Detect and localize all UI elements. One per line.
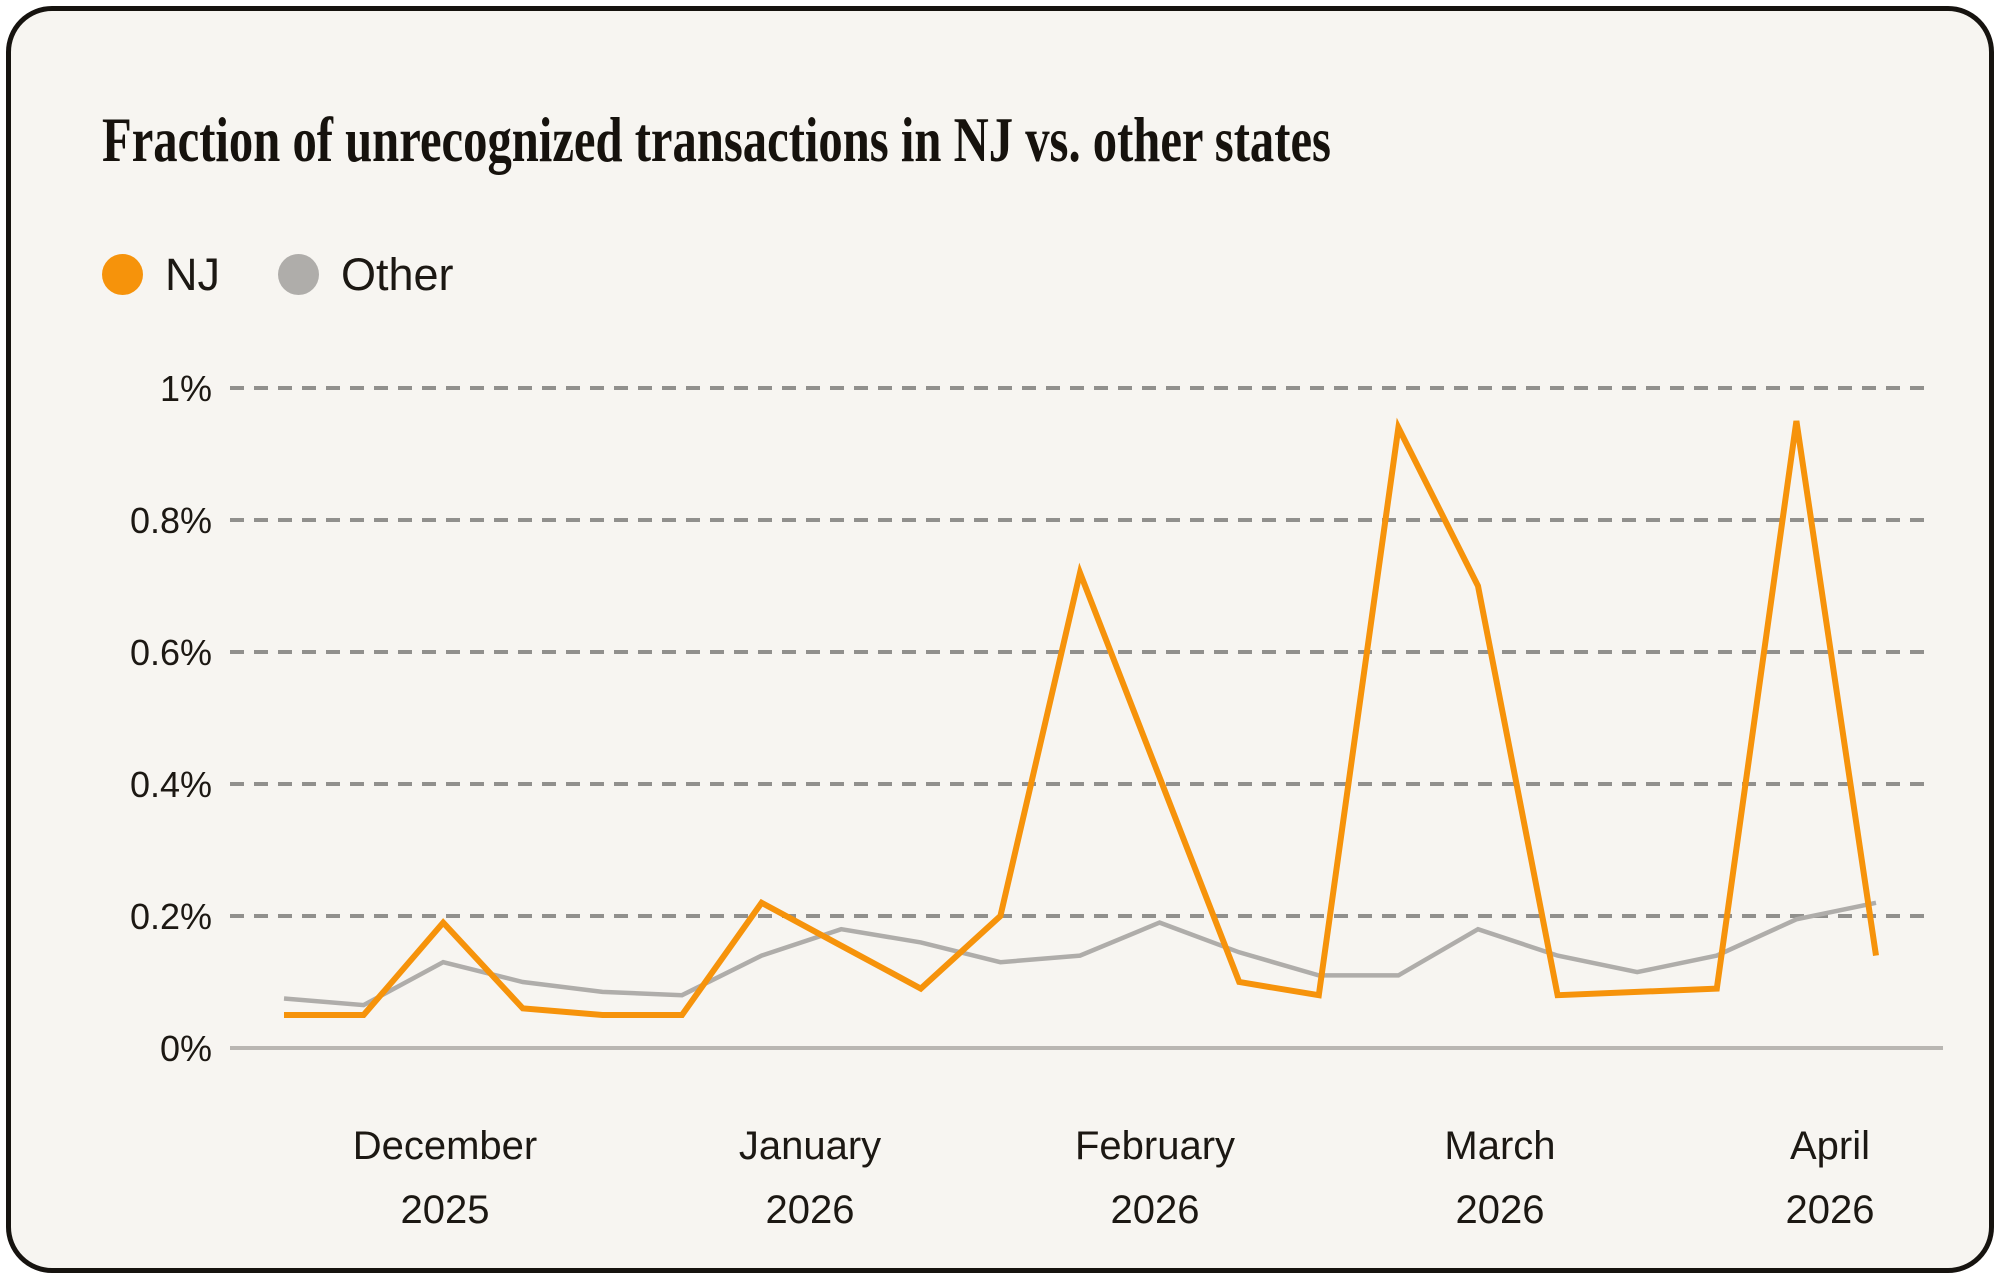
legend: NJ Other — [102, 252, 454, 297]
x-tick-year-December: 2025 — [401, 1188, 490, 1232]
legend-item-nj: NJ — [102, 252, 220, 297]
x-tick-month-December: December — [353, 1124, 538, 1168]
y-tick-label-0.6%: 0.6% — [130, 632, 212, 673]
x-tick-month-March: March — [1444, 1124, 1555, 1168]
x-tick-year-March: 2026 — [1456, 1188, 1545, 1232]
y-tick-label-0.4%: 0.4% — [130, 764, 212, 805]
y-tick-label-0.2%: 0.2% — [130, 896, 212, 937]
x-tick-year-February: 2026 — [1111, 1188, 1200, 1232]
legend-label-other: Other — [341, 249, 454, 300]
x-tick-year-January: 2026 — [766, 1188, 855, 1232]
x-tick-month-January: January — [739, 1124, 881, 1168]
x-tick-month-February: February — [1075, 1124, 1235, 1168]
other-series-line — [283, 900, 1877, 1008]
legend-item-other: Other — [278, 252, 454, 297]
y-tick-label-0%: 0% — [160, 1028, 212, 1069]
other-series-dot-icon — [278, 254, 319, 295]
chart-card — [6, 6, 1994, 1273]
nj-series-line — [284, 417, 1879, 1018]
chart-title: Fraction of unrecognized transactions in… — [102, 104, 1331, 175]
x-tick-month-April: April — [1790, 1124, 1870, 1168]
x-tick-year-April: 2026 — [1786, 1188, 1875, 1232]
y-tick-label-1%: 1% — [160, 368, 212, 409]
y-tick-label-0.8%: 0.8% — [130, 500, 212, 541]
nj-series-dot-icon — [102, 254, 143, 295]
legend-label-nj: NJ — [165, 249, 220, 300]
